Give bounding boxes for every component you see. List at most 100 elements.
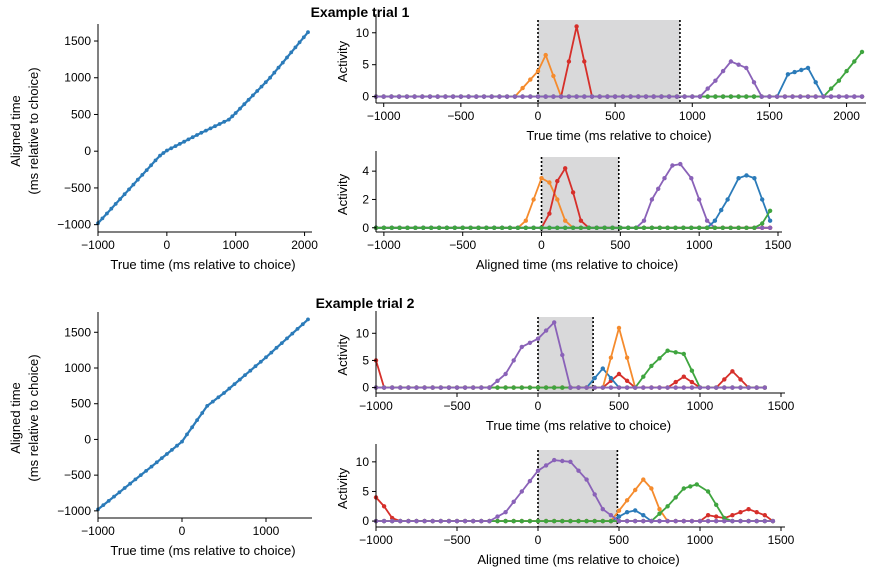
data-point-purple <box>690 94 695 99</box>
data-point-orange <box>543 52 548 58</box>
y-tick-label: 4 <box>362 164 369 178</box>
data-point-green <box>657 511 662 516</box>
y-tick-label: 5 <box>362 353 369 367</box>
data-point-green <box>511 385 516 390</box>
x-axis-label: True time (ms relative to choice) <box>110 257 295 272</box>
data-point-orange <box>551 73 556 79</box>
y-tick-label: 5 <box>362 58 369 72</box>
data-point-red <box>555 178 560 184</box>
data-point-blue <box>719 207 724 213</box>
data-point-blue <box>131 182 136 187</box>
data-point-purple <box>503 510 508 515</box>
data-point-red <box>547 211 552 216</box>
data-point-orange <box>616 325 622 331</box>
data-point-purple <box>790 94 795 99</box>
x-tick-label: −1000 <box>367 238 401 252</box>
data-point-green <box>476 225 481 230</box>
data-point-blue <box>122 192 127 197</box>
data-point-orange <box>633 487 638 493</box>
data-point-purple <box>657 385 662 390</box>
x-tick-label: 2000 <box>833 109 860 123</box>
data-point-purple <box>612 94 618 99</box>
y-tick-label: 0 <box>362 221 369 235</box>
data-point-red <box>714 514 719 519</box>
data-point-green <box>688 484 693 489</box>
data-point-blue <box>169 146 174 151</box>
data-point-purple <box>422 385 427 390</box>
data-point-purple <box>487 385 492 390</box>
data-point-purple <box>481 94 487 99</box>
data-point-green <box>539 225 544 230</box>
data-point-purple <box>462 518 468 524</box>
data-point-purple <box>628 94 633 99</box>
data-point-green <box>760 221 765 226</box>
data-point-purple <box>414 518 419 524</box>
data-point-purple <box>751 80 757 85</box>
data-point-blue <box>255 89 260 93</box>
data-point-purple <box>714 385 719 390</box>
data-point-purple <box>730 518 735 524</box>
data-point-green <box>641 225 647 230</box>
data-point-purple <box>497 94 502 99</box>
x-axis-label: Aligned time (ms relative to choice) <box>477 552 679 567</box>
data-point-purple <box>527 478 533 484</box>
data-point-blue <box>186 137 191 142</box>
data-point-green <box>535 518 541 524</box>
data-point-blue <box>246 97 251 102</box>
data-point-green <box>527 385 533 390</box>
data-point-green <box>602 225 607 230</box>
data-point-green <box>413 225 418 230</box>
data-point-purple <box>705 86 710 91</box>
data-point-green <box>397 225 402 230</box>
data-point-green <box>697 225 702 230</box>
data-point-blue <box>744 173 749 178</box>
data-point-red <box>746 507 751 512</box>
data-point-purple <box>427 94 433 99</box>
data-point-green <box>421 225 426 230</box>
data-point-purple <box>552 320 557 325</box>
data-point-blue <box>760 197 765 202</box>
data-point-green <box>576 518 581 524</box>
data-point-purple <box>390 385 395 390</box>
data-point-purple <box>381 518 387 524</box>
data-point-purple <box>624 518 630 524</box>
data-point-red <box>381 504 387 509</box>
data-point-purple <box>665 518 670 524</box>
x-tick-label: −500 <box>447 109 474 123</box>
data-point-blue <box>752 176 757 181</box>
data-point-blue <box>285 336 289 341</box>
data-point-purple <box>406 385 411 390</box>
y-tick-label: 10 <box>356 26 370 40</box>
data-point-blue <box>633 508 638 513</box>
data-point-green <box>515 225 521 230</box>
data-point-purple <box>828 94 834 99</box>
data-point-green <box>720 94 726 99</box>
data-point-purple <box>584 385 589 390</box>
x-tick-label: 0 <box>164 238 171 252</box>
chart-t2_true: −1000 −500 0 500 1000 1500 0 5 10 True time (ms r… <box>335 311 795 433</box>
data-point-red <box>730 369 735 374</box>
data-point-orange <box>531 197 536 202</box>
data-point-blue <box>301 35 306 40</box>
chart-t2_aligned: −1000 −500 0 500 1000 1500 0 5 10 Aligned time (m… <box>335 444 795 567</box>
y-tick-label: 500 <box>71 107 91 121</box>
data-point-purple <box>641 518 646 524</box>
data-point-blue <box>101 503 106 507</box>
data-point-green <box>552 518 557 524</box>
title-example-trial-1: Example trial 1 <box>311 4 410 20</box>
data-point-purple <box>420 94 425 99</box>
x-tick-label: 0 <box>535 109 542 123</box>
x-tick-label: −1000 <box>81 524 115 538</box>
data-point-purple <box>681 518 686 524</box>
data-point-purple <box>520 94 525 99</box>
data-point-blue <box>205 404 210 408</box>
data-point-blue <box>170 448 174 452</box>
data-point-blue <box>767 218 773 223</box>
data-point-green <box>608 518 614 524</box>
data-point-green <box>519 518 524 524</box>
data-point-blue <box>200 411 205 415</box>
data-point-green <box>552 385 557 390</box>
data-point-purple <box>681 385 686 390</box>
data-point-purple <box>568 385 573 390</box>
x-tick-label: 500 <box>609 533 629 547</box>
